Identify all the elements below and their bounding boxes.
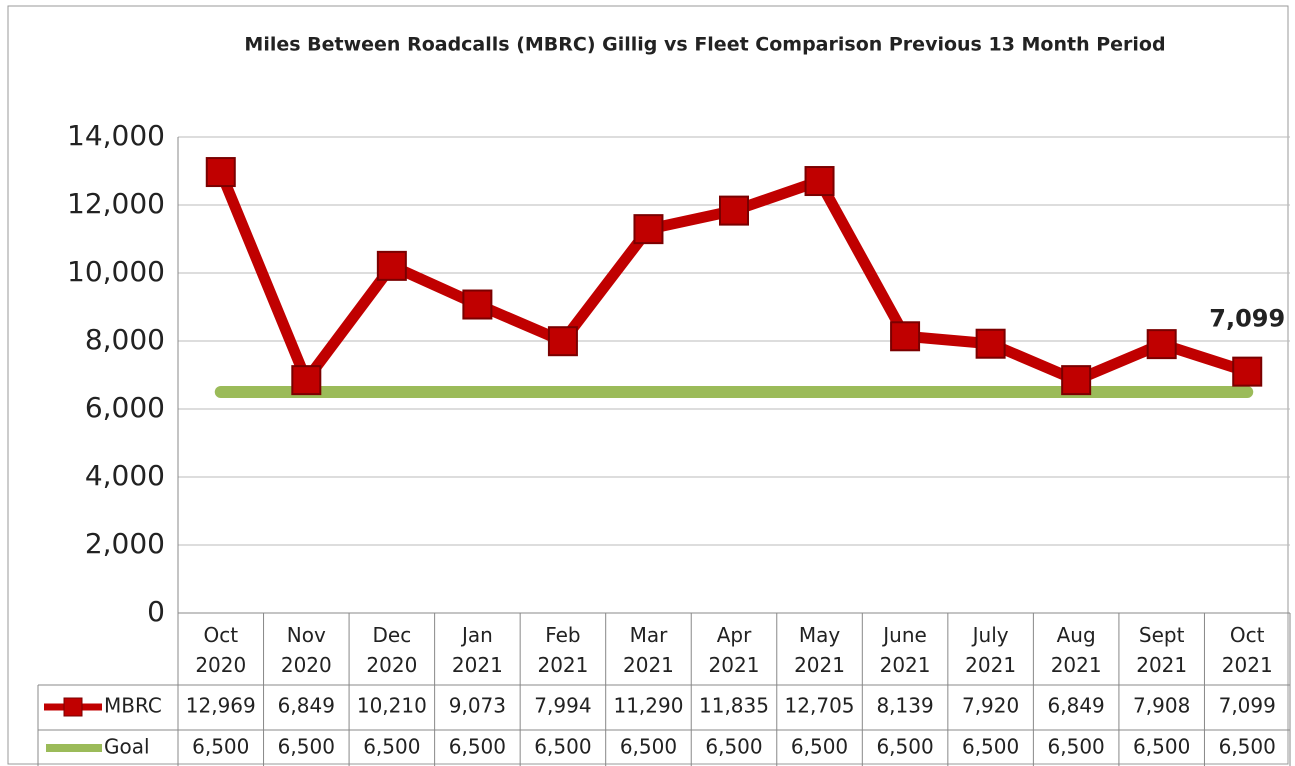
point-marker [291, 365, 322, 396]
table-cell: 6,500 [791, 735, 848, 759]
table-cell: 6,500 [1219, 735, 1276, 759]
table-cell: 7,099 [1219, 694, 1276, 718]
x-tick-label-line: 2021 [709, 653, 760, 677]
x-tick-label: May 2021 [794, 623, 845, 677]
x-tick-label-line: 2021 [623, 653, 674, 677]
x-tick-label: Oct 2021 [1222, 623, 1273, 677]
value-label: 7,099 [1209, 305, 1285, 333]
x-tick-label: Feb 2021 [537, 623, 588, 677]
x-tick-label-line: 2020 [195, 653, 246, 677]
x-tick-label-line: 2020 [366, 653, 417, 677]
table-cell: 6,849 [1048, 694, 1105, 718]
x-tick-label: Jan 2021 [452, 623, 503, 677]
y-tick-label: 0 [147, 595, 165, 628]
point-marker [1232, 356, 1263, 387]
x-tick-label: Apr 2021 [709, 623, 760, 677]
table-cell: 6,500 [620, 735, 677, 759]
point-marker [633, 214, 664, 245]
table-cell: 9,073 [449, 694, 506, 718]
y-tick-label: 8,000 [85, 323, 165, 356]
x-tick-label-line: Mar [630, 623, 669, 647]
x-tick-label-line: May [799, 623, 841, 647]
table-cell: 6,500 [876, 735, 933, 759]
table-cell: 8,139 [876, 694, 933, 718]
point-marker [205, 157, 236, 188]
x-tick-label: July 2021 [965, 623, 1016, 677]
x-tick-label-line: 2021 [1222, 653, 1273, 677]
x-tick-label-line: 2021 [1051, 653, 1102, 677]
x-tick-label: Aug 2021 [1051, 623, 1102, 677]
x-tick-label: Dec 2020 [366, 623, 417, 677]
table-cell: 6,500 [705, 735, 762, 759]
table-cell: 6,500 [1133, 735, 1190, 759]
x-tick-label-line: Aug [1057, 623, 1096, 647]
y-tick-label: 6,000 [85, 391, 165, 424]
table-cell: 6,500 [1048, 735, 1105, 759]
chart-frame [7, 5, 1289, 765]
x-tick-label-line: Sept [1139, 623, 1185, 647]
x-tick-label-line: Apr [717, 623, 752, 647]
x-tick-label: June 2021 [880, 623, 931, 677]
x-tick-label-line: July [971, 623, 1009, 647]
point-marker [1146, 329, 1177, 360]
chart-title: Miles Between Roadcalls (MBRC) Gillig vs… [244, 34, 1165, 56]
point-marker [804, 166, 835, 197]
table-cell: 6,500 [192, 735, 249, 759]
table-cell: 6,500 [962, 735, 1019, 759]
point-marker [1061, 365, 1092, 396]
point-marker [719, 195, 749, 226]
table-cell: 11,835 [699, 694, 769, 718]
point-marker [890, 321, 921, 352]
point-marker [376, 250, 407, 281]
point-marker [547, 326, 578, 357]
y-tick-label: 10,000 [67, 255, 165, 288]
table-cell: 7,908 [1133, 694, 1190, 718]
x-tick-label-line: Jan [460, 623, 493, 647]
legend-label: Goal [104, 735, 150, 759]
x-tick-label-line: 2021 [794, 653, 845, 677]
x-tick-label-line: Oct [1230, 623, 1265, 647]
x-tick-label-line: 2021 [452, 653, 503, 677]
x-tick-label-line: Nov [287, 623, 326, 647]
table-cell: 6,849 [278, 694, 335, 718]
point-marker [462, 289, 493, 320]
y-tick-label: 4,000 [85, 459, 165, 492]
x-tick-label-line: 2021 [965, 653, 1016, 677]
table-cell: 6,500 [449, 735, 506, 759]
point-marker [975, 328, 1006, 359]
x-tick-label: Oct 2020 [195, 623, 246, 677]
y-tick-label: 12,000 [67, 187, 165, 220]
table-cell: 12,705 [785, 694, 855, 718]
legend-marker [63, 697, 83, 717]
x-tick-label-line: 2020 [281, 653, 332, 677]
table-cell: 7,920 [962, 694, 1019, 718]
x-tick-label-line: June [881, 623, 927, 647]
table-cell: 6,500 [363, 735, 420, 759]
x-tick-label-line: Dec [372, 623, 411, 647]
x-tick-label-line: Oct [203, 623, 238, 647]
x-tick-label: Mar 2021 [623, 623, 674, 677]
table-cell: 10,210 [357, 694, 427, 718]
table-cell: 6,500 [278, 735, 335, 759]
x-tick-label-line: 2021 [1136, 653, 1187, 677]
x-tick-label: Sept 2021 [1136, 623, 1187, 677]
x-tick-label-line: 2021 [880, 653, 931, 677]
x-tick-label: Nov 2020 [281, 623, 332, 677]
y-tick-label: 14,000 [67, 119, 165, 152]
legend-label: MBRC [104, 694, 162, 718]
table-cell: 6,500 [534, 735, 591, 759]
table-cell: 11,290 [613, 694, 683, 718]
table-cell: 7,994 [534, 694, 591, 718]
table-cell: 12,969 [186, 694, 256, 718]
x-tick-label-line: Feb [545, 623, 580, 647]
y-tick-label: 2,000 [85, 527, 165, 560]
x-tick-label-line: 2021 [537, 653, 588, 677]
